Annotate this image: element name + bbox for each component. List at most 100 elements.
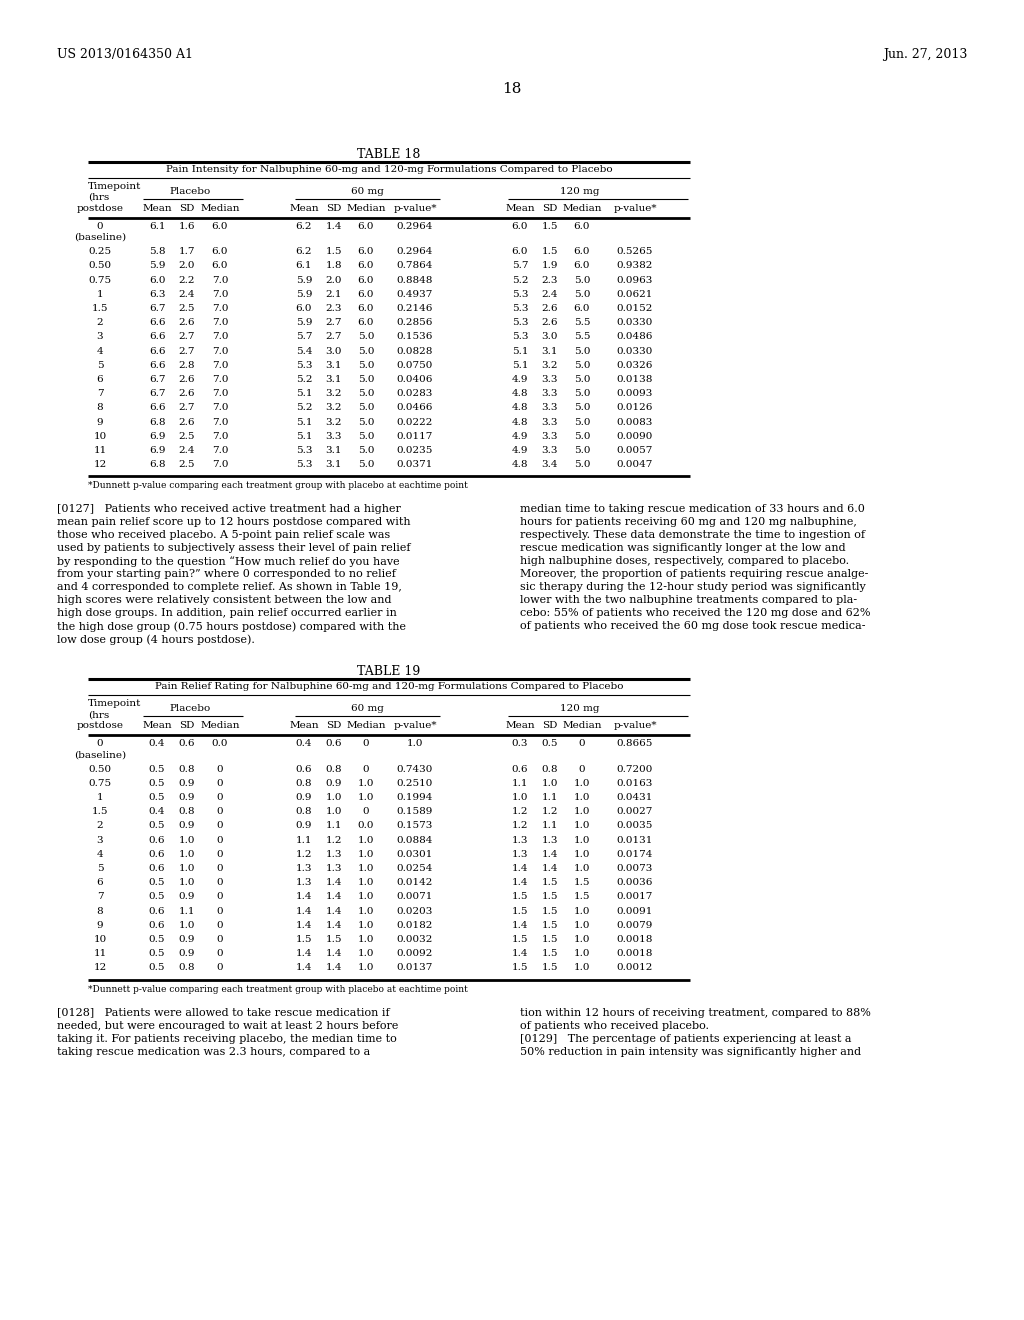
Text: 1.5: 1.5: [512, 907, 528, 916]
Text: Median: Median: [346, 722, 386, 730]
Text: p-value*: p-value*: [393, 722, 437, 730]
Text: 6.6: 6.6: [148, 347, 165, 355]
Text: 6.0: 6.0: [573, 304, 590, 313]
Text: 1.4: 1.4: [512, 865, 528, 873]
Text: 1.3: 1.3: [296, 865, 312, 873]
Text: 1.0: 1.0: [357, 949, 374, 958]
Text: 2.7: 2.7: [179, 347, 196, 355]
Text: 0.4: 0.4: [296, 739, 312, 748]
Text: 5.1: 5.1: [512, 347, 528, 355]
Text: 1.0: 1.0: [573, 949, 590, 958]
Text: 1.0: 1.0: [179, 865, 196, 873]
Text: 5.0: 5.0: [573, 432, 590, 441]
Text: 0.2964: 0.2964: [397, 222, 433, 231]
Text: 0.0371: 0.0371: [397, 461, 433, 469]
Text: 5.0: 5.0: [573, 461, 590, 469]
Text: 4: 4: [96, 347, 103, 355]
Text: 1.2: 1.2: [512, 808, 528, 816]
Text: 4.9: 4.9: [512, 446, 528, 455]
Text: 6.0: 6.0: [357, 261, 374, 271]
Text: 5.0: 5.0: [357, 432, 374, 441]
Text: 0.0092: 0.0092: [397, 949, 433, 958]
Text: 5.1: 5.1: [296, 432, 312, 441]
Text: 5.1: 5.1: [512, 360, 528, 370]
Text: 0: 0: [217, 793, 223, 803]
Text: 12: 12: [93, 461, 106, 469]
Text: 3.1: 3.1: [326, 461, 342, 469]
Text: Pain Intensity for Nalbuphine 60-mg and 120-mg Formulations Compared to Placebo: Pain Intensity for Nalbuphine 60-mg and …: [166, 165, 612, 174]
Text: 0.6: 0.6: [326, 739, 342, 748]
Text: 3.1: 3.1: [326, 360, 342, 370]
Text: 1.5: 1.5: [542, 964, 558, 973]
Text: 5.9: 5.9: [148, 261, 165, 271]
Text: 0.7430: 0.7430: [397, 764, 433, 774]
Text: 7.0: 7.0: [212, 375, 228, 384]
Text: 0.0032: 0.0032: [397, 935, 433, 944]
Text: 6.9: 6.9: [148, 432, 165, 441]
Text: 1.0: 1.0: [573, 793, 590, 803]
Text: 1.0: 1.0: [326, 808, 342, 816]
Text: 0.8: 0.8: [179, 964, 196, 973]
Text: rescue medication was significantly longer at the low and: rescue medication was significantly long…: [520, 544, 846, 553]
Text: 5.5: 5.5: [573, 333, 590, 342]
Text: 0: 0: [217, 865, 223, 873]
Text: 0.9: 0.9: [179, 821, 196, 830]
Text: 1: 1: [96, 290, 103, 298]
Text: 0.0126: 0.0126: [616, 404, 653, 412]
Text: 1.5: 1.5: [542, 921, 558, 929]
Text: 1.0: 1.0: [357, 964, 374, 973]
Text: 2.5: 2.5: [179, 304, 196, 313]
Text: 3.3: 3.3: [542, 417, 558, 426]
Text: 12: 12: [93, 964, 106, 973]
Text: 1.2: 1.2: [296, 850, 312, 859]
Text: 1.0: 1.0: [357, 865, 374, 873]
Text: 5.0: 5.0: [573, 347, 590, 355]
Text: 0.0079: 0.0079: [616, 921, 653, 929]
Text: 0.0486: 0.0486: [616, 333, 653, 342]
Text: 1.0: 1.0: [512, 793, 528, 803]
Text: Mean: Mean: [289, 722, 318, 730]
Text: Mean: Mean: [505, 205, 535, 213]
Text: Moreover, the proportion of patients requiring rescue analge-: Moreover, the proportion of patients req…: [520, 569, 868, 579]
Text: hours for patients receiving 60 mg and 120 mg nalbuphine,: hours for patients receiving 60 mg and 1…: [520, 517, 857, 528]
Text: 4.8: 4.8: [512, 389, 528, 399]
Text: 1.5: 1.5: [512, 964, 528, 973]
Text: 6.0: 6.0: [148, 276, 165, 285]
Text: 0.1536: 0.1536: [397, 333, 433, 342]
Text: 7.0: 7.0: [212, 333, 228, 342]
Text: 0.0182: 0.0182: [397, 921, 433, 929]
Text: 6.0: 6.0: [512, 247, 528, 256]
Text: 1.0: 1.0: [573, 935, 590, 944]
Text: 1.0: 1.0: [357, 892, 374, 902]
Text: 0.6: 0.6: [179, 739, 196, 748]
Text: Jun. 27, 2013: Jun. 27, 2013: [883, 48, 967, 61]
Text: 5.0: 5.0: [357, 404, 374, 412]
Text: 5.7: 5.7: [296, 333, 312, 342]
Text: 0.0301: 0.0301: [397, 850, 433, 859]
Text: 0.0083: 0.0083: [616, 417, 653, 426]
Text: 2.4: 2.4: [179, 446, 196, 455]
Text: 2.7: 2.7: [326, 318, 342, 327]
Text: taking rescue medication was 2.3 hours, compared to a: taking rescue medication was 2.3 hours, …: [57, 1047, 371, 1056]
Text: 11: 11: [93, 949, 106, 958]
Text: 1.5: 1.5: [542, 247, 558, 256]
Text: of patients who received placebo.: of patients who received placebo.: [520, 1020, 709, 1031]
Text: 0.0027: 0.0027: [616, 808, 653, 816]
Text: 0: 0: [579, 739, 586, 748]
Text: 0.6: 0.6: [512, 764, 528, 774]
Text: 1.4: 1.4: [542, 865, 558, 873]
Text: 5.8: 5.8: [148, 247, 165, 256]
Text: taking it. For patients receiving placebo, the median time to: taking it. For patients receiving placeb…: [57, 1034, 396, 1044]
Text: Median: Median: [562, 205, 602, 213]
Text: 5.3: 5.3: [512, 333, 528, 342]
Text: 1.3: 1.3: [512, 836, 528, 845]
Text: 5.0: 5.0: [573, 375, 590, 384]
Text: 0.5: 0.5: [148, 878, 165, 887]
Text: postdose: postdose: [77, 722, 124, 730]
Text: 6.6: 6.6: [148, 404, 165, 412]
Text: TABLE 19: TABLE 19: [357, 665, 421, 678]
Text: 1.4: 1.4: [512, 878, 528, 887]
Text: 5.9: 5.9: [296, 290, 312, 298]
Text: 5.0: 5.0: [357, 375, 374, 384]
Text: 0.6: 0.6: [148, 850, 165, 859]
